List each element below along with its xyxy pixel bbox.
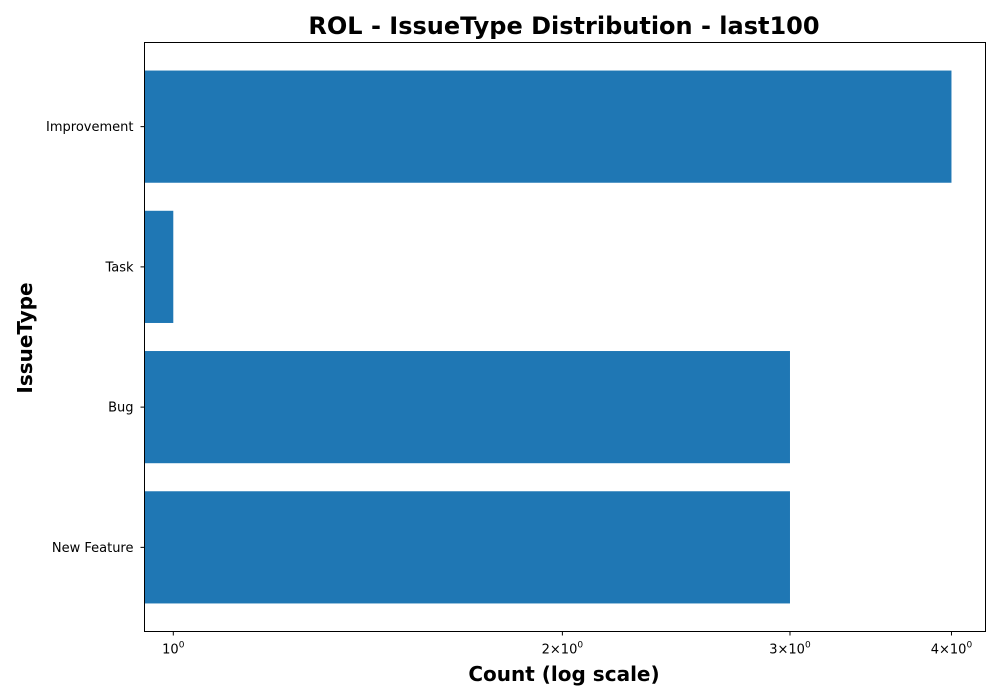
- y-tick-label: Improvement: [46, 120, 133, 135]
- plot-frame: [144, 42, 986, 632]
- chart-title: ROL - IssueType Distribution - last100: [308, 12, 819, 40]
- bars-group: [144, 70, 952, 604]
- bar-new-feature: [144, 491, 790, 604]
- y-tick-label: New Feature: [52, 541, 134, 556]
- x-tick-label: 4×100: [931, 641, 973, 658]
- x-tick-label: 3×100: [769, 641, 811, 658]
- y-axis-label: IssueType: [13, 282, 37, 393]
- y-axis-ticks: Improvement Task Bug New Feature: [46, 120, 145, 556]
- bar-improvement: [144, 70, 952, 183]
- x-tick-label: 100: [162, 641, 185, 658]
- x-axis-ticks: 100 2×100 3×100 4×100: [162, 631, 973, 658]
- x-tick-label: 2×100: [542, 641, 584, 658]
- bar-bug: [144, 351, 790, 464]
- bar-task: [144, 210, 174, 323]
- y-tick-label: Bug: [108, 401, 133, 416]
- y-tick-label: Task: [104, 260, 134, 275]
- x-axis-label: Count (log scale): [468, 662, 659, 686]
